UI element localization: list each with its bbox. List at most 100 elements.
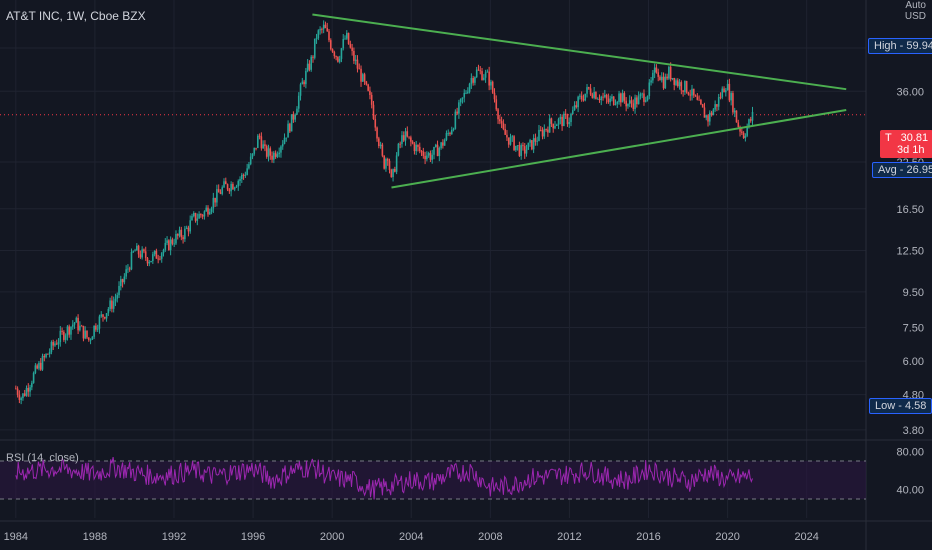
candle-body: [239, 179, 241, 182]
candle-body: [454, 111, 457, 129]
candle-body: [650, 80, 652, 83]
candle-body: [418, 146, 421, 151]
candle-body: [628, 100, 631, 104]
x-tick-label: 2024: [794, 531, 818, 543]
candle-body: [233, 187, 236, 190]
candle-body: [547, 129, 549, 133]
candle-body: [415, 144, 417, 152]
candle-body: [45, 353, 47, 358]
candle-body: [698, 99, 700, 101]
candle-body: [440, 142, 442, 149]
candle-body: [235, 186, 238, 188]
candle-body: [208, 211, 211, 215]
candle-body: [696, 96, 699, 100]
candle-body: [712, 109, 715, 116]
candle-body: [386, 158, 389, 161]
candle-body: [132, 251, 135, 253]
candle-body: [433, 146, 435, 155]
candle-body: [168, 240, 170, 251]
candle-body: [664, 76, 667, 89]
x-tick-label: 1988: [83, 531, 107, 543]
candle-body: [600, 96, 603, 101]
candle-body: [102, 314, 104, 317]
candle-body: [312, 56, 314, 58]
last-ticker: T: [885, 132, 892, 144]
candle-body: [176, 233, 179, 236]
candle-body: [660, 76, 663, 81]
candle-body: [342, 38, 345, 49]
candle-body: [55, 343, 58, 345]
candle-body: [662, 76, 665, 89]
candle-body: [644, 100, 647, 102]
candle-body: [646, 95, 649, 101]
candle-body: [472, 78, 474, 83]
candle-body: [200, 214, 202, 216]
candle-body: [564, 113, 567, 115]
avg-price-badge: Avg - 26.95: [872, 162, 932, 178]
candle-body: [367, 84, 369, 91]
candle-body: [82, 325, 85, 339]
candle-body: [506, 134, 508, 138]
candle-body: [345, 32, 348, 39]
candle-body: [111, 300, 113, 309]
candle-body: [732, 93, 734, 113]
candle-body: [571, 110, 574, 114]
candle-body: [54, 343, 56, 346]
candle-body: [324, 24, 327, 29]
candle-body: [226, 184, 229, 190]
rsi-tick-label: 40.00: [896, 485, 924, 497]
candle-body: [390, 169, 393, 178]
candle-body: [130, 251, 133, 270]
candle-body: [554, 125, 556, 129]
candle-body: [539, 129, 542, 131]
candle-body: [385, 158, 387, 169]
y-tick-label: 16.50: [896, 204, 924, 216]
candle-body: [417, 144, 419, 147]
candle-body: [369, 90, 371, 95]
candle-body: [171, 239, 174, 244]
candle-body: [315, 38, 318, 40]
candle-body: [196, 218, 199, 221]
candle-body: [182, 237, 184, 240]
candle-body: [249, 156, 252, 165]
candle-body: [253, 147, 256, 154]
candle-body: [676, 80, 679, 87]
candle-body: [321, 29, 323, 30]
candle-body: [402, 135, 405, 141]
candle-body: [744, 135, 747, 138]
candle-body: [260, 136, 263, 149]
candle-body: [395, 155, 398, 172]
candle-body: [397, 143, 400, 156]
candle-body: [96, 328, 99, 330]
y-tick-label: 12.50: [896, 246, 924, 258]
candle-body: [596, 98, 599, 100]
candle-body: [331, 49, 334, 53]
candle-body: [602, 96, 604, 98]
candle-body: [703, 107, 706, 118]
candle-body: [310, 56, 313, 70]
candle-body: [493, 92, 496, 100]
candle-body: [723, 88, 725, 93]
candle-body: [269, 148, 272, 156]
candle-body: [575, 105, 578, 108]
chart-title: AT&T INC, 1W, Cboe BZX: [6, 9, 146, 23]
candle-body: [241, 174, 243, 180]
candle-body: [297, 95, 300, 109]
candle-body: [604, 94, 606, 97]
candle-body: [749, 119, 752, 121]
candle-body: [725, 90, 727, 93]
candle-body: [529, 140, 531, 143]
candle-body: [214, 197, 216, 203]
candle-body: [570, 113, 572, 123]
candle-body: [308, 63, 311, 70]
candle-body: [520, 145, 522, 156]
candle-body: [18, 394, 21, 400]
candle-body: [383, 155, 385, 169]
candle-body: [192, 212, 195, 217]
candle-body: [609, 98, 611, 103]
candle-body: [577, 96, 579, 108]
candle-body: [160, 253, 163, 259]
candle-body: [146, 257, 149, 264]
price-scale-mode[interactable]: Auto USD: [905, 0, 926, 22]
